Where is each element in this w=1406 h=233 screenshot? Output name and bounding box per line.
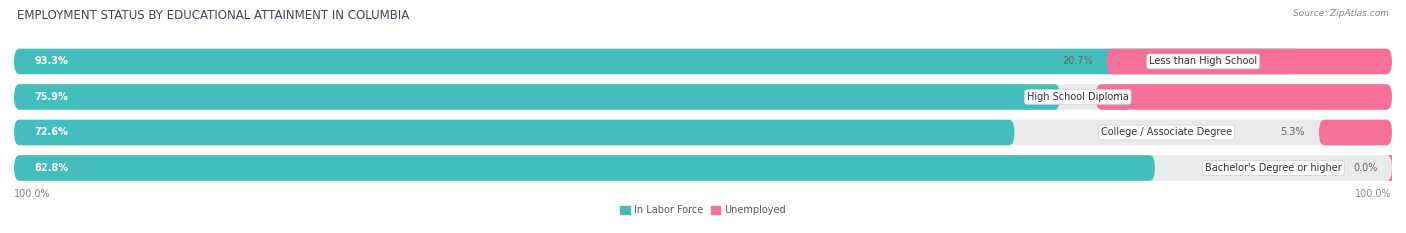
FancyBboxPatch shape [14, 84, 1392, 110]
FancyBboxPatch shape [14, 120, 1392, 145]
FancyBboxPatch shape [14, 120, 1014, 145]
FancyBboxPatch shape [14, 49, 1299, 74]
Text: College / Associate Degree: College / Associate Degree [1101, 127, 1232, 137]
Text: 0.0%: 0.0% [1354, 163, 1378, 173]
FancyBboxPatch shape [1107, 49, 1392, 74]
Text: 75.9%: 75.9% [35, 92, 69, 102]
Text: 72.6%: 72.6% [35, 127, 69, 137]
Text: 100.0%: 100.0% [1355, 189, 1392, 199]
FancyBboxPatch shape [14, 155, 1154, 181]
Text: High School Diploma: High School Diploma [1026, 92, 1129, 102]
FancyBboxPatch shape [14, 49, 1392, 74]
Text: Bachelor's Degree or higher: Bachelor's Degree or higher [1205, 163, 1341, 173]
Legend: In Labor Force, Unemployed: In Labor Force, Unemployed [616, 201, 790, 219]
Text: Source: ZipAtlas.com: Source: ZipAtlas.com [1294, 9, 1389, 18]
FancyBboxPatch shape [1095, 84, 1392, 110]
Text: 100.0%: 100.0% [14, 189, 51, 199]
Text: 93.3%: 93.3% [35, 56, 69, 66]
Text: 20.7%: 20.7% [1062, 56, 1092, 66]
FancyBboxPatch shape [14, 155, 1392, 181]
Text: 21.5%: 21.5% [1052, 92, 1083, 102]
Text: 5.3%: 5.3% [1281, 127, 1305, 137]
Text: EMPLOYMENT STATUS BY EDUCATIONAL ATTAINMENT IN COLUMBIA: EMPLOYMENT STATUS BY EDUCATIONAL ATTAINM… [17, 9, 409, 22]
FancyBboxPatch shape [1319, 120, 1392, 145]
FancyBboxPatch shape [14, 84, 1060, 110]
Text: Less than High School: Less than High School [1149, 56, 1257, 66]
Text: 82.8%: 82.8% [35, 163, 69, 173]
FancyBboxPatch shape [1386, 155, 1398, 181]
